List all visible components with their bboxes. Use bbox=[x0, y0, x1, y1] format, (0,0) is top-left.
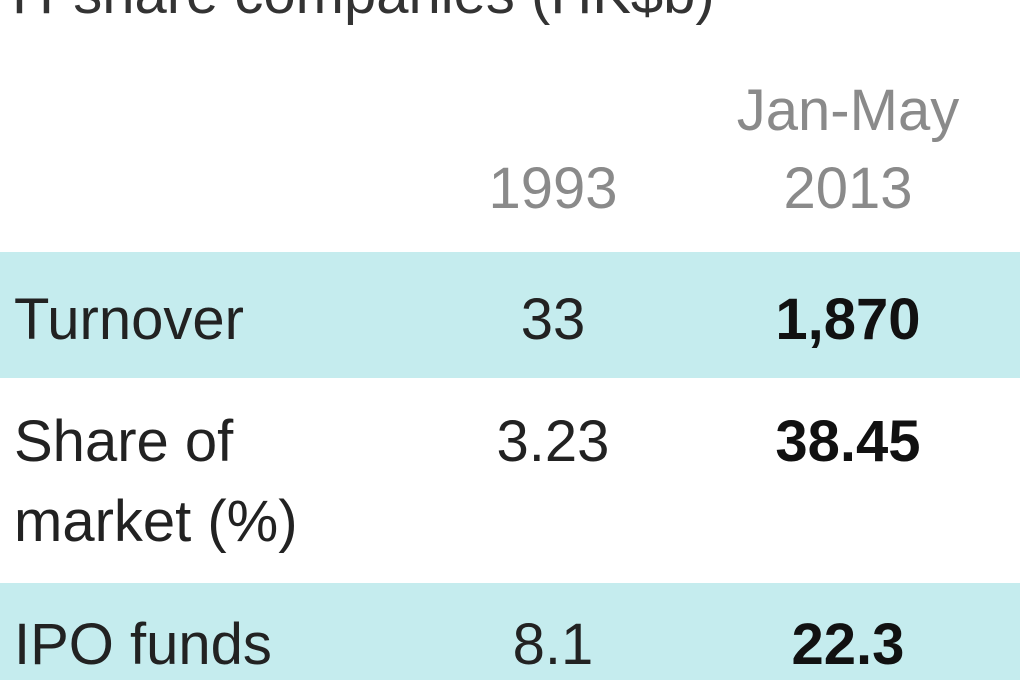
column-header: 1993 bbox=[488, 156, 618, 221]
cell: 3.23 bbox=[496, 409, 610, 474]
cell: 38.45 bbox=[775, 409, 921, 474]
row-band bbox=[0, 583, 1020, 680]
cell: 1,870 bbox=[775, 287, 921, 352]
title: H-share companies (HK$b) bbox=[12, 0, 715, 27]
row-label: Turnover bbox=[14, 287, 244, 352]
row-label: IPO funds bbox=[14, 612, 272, 677]
cell: 8.1 bbox=[512, 612, 594, 677]
cell: 33 bbox=[520, 287, 586, 352]
cell: 22.3 bbox=[791, 612, 905, 677]
row-label: Share of market (%) bbox=[14, 409, 298, 554]
row-band bbox=[0, 252, 1020, 378]
column-header: Jan-May 2013 bbox=[736, 78, 960, 221]
